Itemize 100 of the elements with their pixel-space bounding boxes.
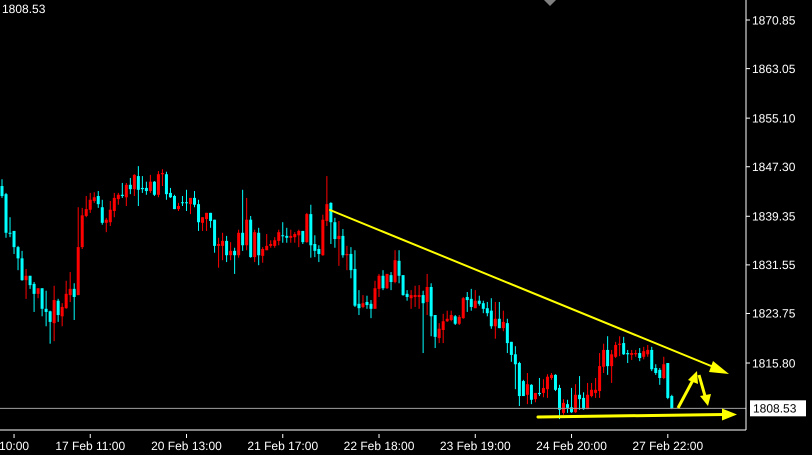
candlestick <box>426 273 429 316</box>
x-tick-label: 22 Feb 18:00 <box>344 439 415 453</box>
candlestick <box>24 268 28 300</box>
candlestick <box>506 318 509 354</box>
candlestick <box>132 174 136 197</box>
candlestick <box>100 199 104 226</box>
candlestick <box>20 250 24 282</box>
candlestick <box>180 196 184 206</box>
candlestick <box>56 298 60 322</box>
candlestick <box>610 349 614 384</box>
candlestick <box>337 220 340 266</box>
candlestick <box>128 177 132 195</box>
candlestick <box>289 229 292 244</box>
y-tick-label: 1831.55 <box>752 258 796 272</box>
candlestick <box>124 182 128 206</box>
candlestick <box>566 399 570 414</box>
candlestick <box>642 346 646 360</box>
candlestick <box>498 301 501 329</box>
candlestick <box>156 170 160 198</box>
candlestick <box>229 242 232 261</box>
candlestick <box>184 189 188 212</box>
candlestick <box>136 166 140 206</box>
candlestick <box>261 246 264 264</box>
candlestick <box>233 247 236 274</box>
candlestick <box>618 336 622 357</box>
candlestick <box>40 288 44 317</box>
candlestick <box>205 212 208 232</box>
candlestick <box>285 227 288 244</box>
candlestick <box>646 344 650 358</box>
candlestick <box>16 245 20 271</box>
x-tick-label: 21 Feb 17:00 <box>247 439 318 453</box>
candlestick <box>470 288 473 312</box>
candlestick <box>478 295 481 306</box>
candlestick <box>281 222 284 244</box>
candlestick <box>72 282 76 321</box>
candlestick <box>144 181 148 196</box>
candlestick <box>454 314 457 326</box>
candlestick <box>374 280 376 310</box>
candlestick <box>386 273 389 290</box>
candlestick <box>201 216 204 232</box>
y-tick-label: 1870.85 <box>752 13 796 28</box>
x-tick-label: 10:00 <box>0 439 30 453</box>
candlestick <box>574 384 578 414</box>
candlestick <box>526 372 529 405</box>
y-tick-label: 1823.75 <box>752 306 796 321</box>
candlestick <box>586 382 590 410</box>
x-tick-label: 23 Feb 19:00 <box>440 439 511 453</box>
candlestick <box>164 171 168 200</box>
candlestick <box>241 189 244 252</box>
candlestick <box>48 310 52 344</box>
candlestick <box>578 376 582 410</box>
candlestick <box>44 290 48 327</box>
candlestick <box>293 232 296 244</box>
candlestick <box>148 174 152 194</box>
candlestick <box>197 199 200 232</box>
candlestick <box>189 197 192 215</box>
candlestick <box>152 180 156 197</box>
x-tick-label: 27 Feb 22:00 <box>632 439 704 453</box>
candlestick <box>622 336 626 356</box>
candlestick <box>52 285 56 342</box>
candlestick <box>12 230 16 254</box>
candlestick <box>225 235 228 263</box>
candlestick <box>410 290 413 310</box>
y-tick-label: 1847.30 <box>752 160 796 174</box>
candlestick <box>112 192 116 218</box>
candlestick <box>438 322 441 344</box>
candlestick <box>638 348 642 362</box>
candlestick <box>490 298 493 330</box>
candlestick <box>606 336 610 376</box>
candlestick <box>530 384 533 405</box>
annotation: 1808.53 <box>2 2 46 16</box>
candlestick <box>221 232 224 261</box>
candlestick <box>361 294 364 309</box>
candlestick <box>369 300 372 319</box>
candlestick <box>88 192 92 214</box>
candlestick <box>172 194 176 210</box>
candlestick <box>394 250 397 284</box>
candlestick <box>442 313 445 344</box>
y-tick-label: 1863.05 <box>752 62 796 76</box>
candlestick <box>446 310 449 322</box>
candlestick <box>542 378 545 398</box>
candlestick <box>422 290 425 354</box>
candlestick <box>237 229 240 258</box>
candlestick <box>658 368 662 386</box>
x-tick-label: 20 Feb 13:00 <box>151 439 222 453</box>
candlestick <box>297 229 300 248</box>
candlestick <box>390 272 393 291</box>
candlestick <box>365 295 368 310</box>
ref-line-label: 1808.53 <box>753 401 797 416</box>
candlestick <box>257 227 260 266</box>
candlestick <box>217 237 220 268</box>
y-tick-label: 1839.35 <box>752 210 796 224</box>
candlestick <box>466 291 469 312</box>
candlestick <box>650 346 654 372</box>
candlestick <box>96 190 100 208</box>
candlestick <box>418 284 421 310</box>
candlestick <box>662 356 666 380</box>
candlestick <box>341 228 344 258</box>
x-tick-label: 17 Feb 11:00 <box>55 439 126 453</box>
candlestick <box>502 310 505 332</box>
